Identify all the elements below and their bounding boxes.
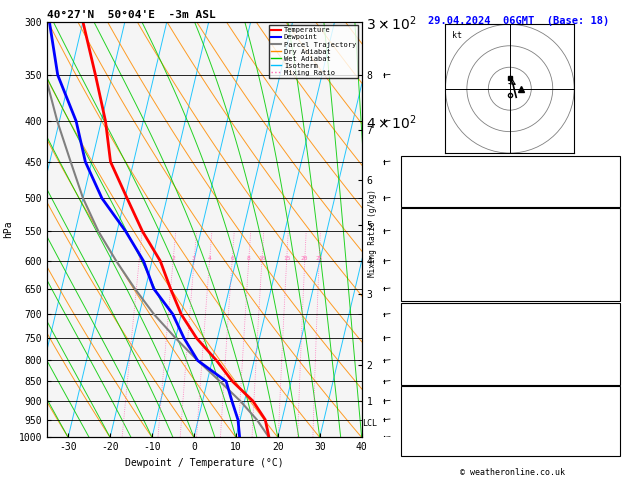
- Text: 0: 0: [611, 357, 616, 366]
- Text: Temp (°C): Temp (°C): [405, 223, 452, 232]
- Text: Hodograph: Hodograph: [487, 391, 535, 400]
- Text: 8: 8: [611, 262, 616, 271]
- Legend: Temperature, Dewpoint, Parcel Trajectory, Dry Adiabat, Wet Adiabat, Isotherm, Mi: Temperature, Dewpoint, Parcel Trajectory…: [269, 25, 358, 78]
- Text: © weatheronline.co.uk: © weatheronline.co.uk: [460, 468, 565, 477]
- Text: LCL: LCL: [362, 419, 377, 428]
- Text: -49: -49: [601, 416, 616, 425]
- Text: 29.04.2024  06GMT  (Base: 18): 29.04.2024 06GMT (Base: 18): [428, 16, 610, 26]
- Text: 2: 2: [171, 256, 175, 261]
- Text: 10.9: 10.9: [596, 236, 616, 245]
- Text: 90°: 90°: [601, 430, 616, 439]
- Text: EH: EH: [405, 401, 416, 410]
- Text: -0: -0: [606, 164, 616, 174]
- Text: -62: -62: [601, 401, 616, 410]
- Text: Mixing Ratio (g/kg): Mixing Ratio (g/kg): [368, 190, 377, 277]
- Text: CIN (J): CIN (J): [405, 288, 442, 297]
- Text: 0: 0: [611, 275, 616, 284]
- Text: 5: 5: [611, 445, 616, 454]
- Text: K: K: [405, 164, 410, 174]
- Text: 1020: 1020: [596, 317, 616, 327]
- Text: 40°27'N  50°04'E  -3m ASL: 40°27'N 50°04'E -3m ASL: [47, 10, 216, 20]
- Text: 20: 20: [301, 256, 308, 261]
- Text: SREH: SREH: [405, 416, 426, 425]
- Text: 8: 8: [611, 344, 616, 353]
- Text: Totals Totals: Totals Totals: [405, 178, 474, 187]
- Text: 1: 1: [137, 256, 141, 261]
- Text: 33: 33: [606, 178, 616, 187]
- Text: 0: 0: [611, 288, 616, 297]
- Text: Pressure (mb): Pressure (mb): [405, 317, 474, 327]
- Y-axis label: km
ASL: km ASL: [438, 230, 452, 249]
- Text: StmDir: StmDir: [405, 430, 437, 439]
- Text: 4: 4: [208, 256, 211, 261]
- Text: StmSpd (kt): StmSpd (kt): [405, 445, 463, 454]
- Text: CIN (J): CIN (J): [405, 370, 442, 379]
- Text: kt: kt: [452, 31, 462, 40]
- Text: 0: 0: [611, 370, 616, 379]
- Y-axis label: hPa: hPa: [3, 221, 13, 239]
- Text: 8: 8: [247, 256, 250, 261]
- Text: CAPE (J): CAPE (J): [405, 275, 447, 284]
- Text: 25: 25: [315, 256, 323, 261]
- Text: CAPE (J): CAPE (J): [405, 357, 447, 366]
- Text: Dewp (°C): Dewp (°C): [405, 236, 452, 245]
- X-axis label: Dewpoint / Temperature (°C): Dewpoint / Temperature (°C): [125, 458, 284, 468]
- Text: Lifted Index: Lifted Index: [405, 344, 468, 353]
- Text: Lifted Index: Lifted Index: [405, 262, 468, 271]
- Text: Surface: Surface: [493, 213, 529, 222]
- Text: 15: 15: [283, 256, 291, 261]
- Text: 6: 6: [230, 256, 234, 261]
- Text: 10: 10: [258, 256, 265, 261]
- Text: 3: 3: [192, 256, 196, 261]
- Text: 312: 312: [601, 330, 616, 340]
- Text: θᴇ (K): θᴇ (K): [405, 330, 437, 340]
- Text: PW (cm): PW (cm): [405, 191, 442, 201]
- Text: 1.2: 1.2: [601, 191, 616, 201]
- Text: 312: 312: [601, 249, 616, 258]
- Text: Most Unstable: Most Unstable: [477, 308, 545, 317]
- Text: θᴇ(K): θᴇ(K): [405, 249, 431, 258]
- Text: 17.9: 17.9: [596, 223, 616, 232]
